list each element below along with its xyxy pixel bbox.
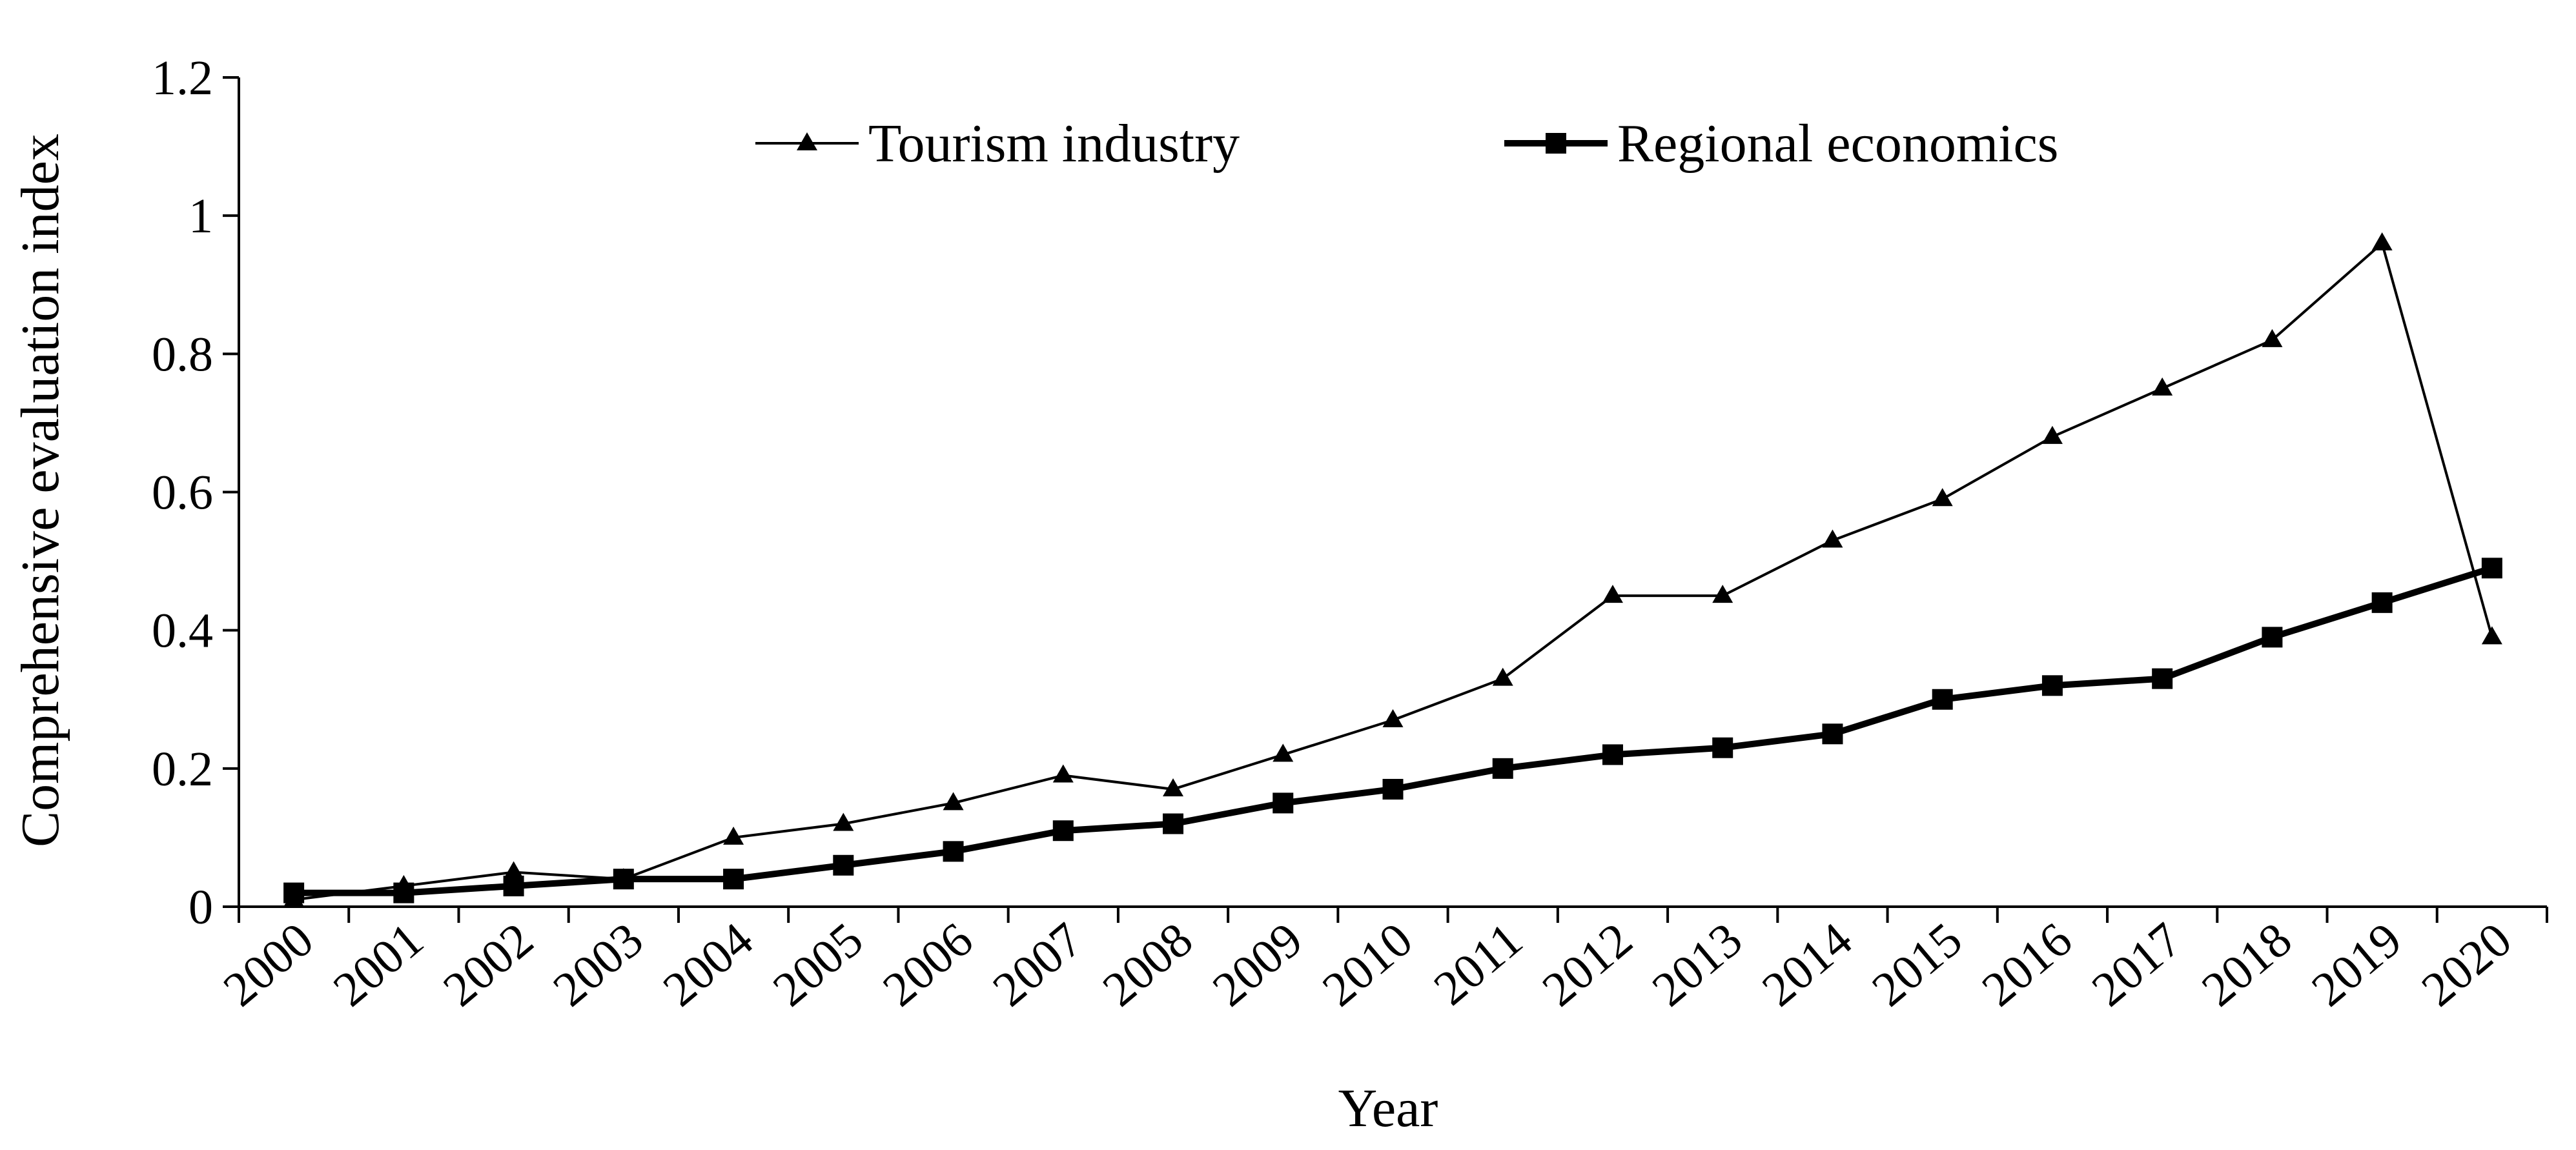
data-point-regional-economics bbox=[1382, 778, 1404, 800]
data-point-tourism-industry bbox=[2041, 425, 2063, 444]
y-tick-label: 0.4 bbox=[152, 604, 213, 658]
x-tick-label: 2004 bbox=[653, 913, 763, 1017]
data-point-tourism-industry bbox=[1163, 778, 1184, 796]
data-point-regional-economics bbox=[2371, 592, 2393, 613]
x-tick-label: 2019 bbox=[2302, 913, 2411, 1017]
data-point-tourism-industry bbox=[1382, 709, 1404, 727]
x-tick-label: 2016 bbox=[1972, 913, 2081, 1017]
series-line-tourism-industry bbox=[293, 242, 2493, 902]
data-point-regional-economics bbox=[283, 882, 305, 903]
data-point-tourism-industry bbox=[2371, 232, 2393, 250]
data-point-tourism-industry bbox=[1602, 585, 1623, 603]
data-point-regional-economics bbox=[1932, 689, 1953, 710]
x-tick-label: 2020 bbox=[2411, 913, 2521, 1017]
legend-label-regional-economics: Regional economics bbox=[1617, 114, 2058, 174]
data-point-tourism-industry bbox=[1492, 667, 1513, 686]
data-point-tourism-industry bbox=[1822, 529, 1843, 548]
x-tick-label: 2006 bbox=[873, 913, 983, 1017]
y-tick-label: 0.2 bbox=[152, 742, 213, 796]
x-tick-label: 2005 bbox=[763, 913, 873, 1017]
data-point-tourism-industry bbox=[2262, 328, 2283, 347]
data-point-regional-economics bbox=[2152, 668, 2173, 689]
data-point-tourism-industry bbox=[1273, 743, 1294, 762]
x-tick-label: 2014 bbox=[1752, 913, 1862, 1017]
data-point-regional-economics bbox=[393, 882, 414, 903]
data-point-regional-economics bbox=[1492, 758, 1513, 779]
y-tick-label: 0.6 bbox=[152, 466, 213, 520]
series-line-regional-economics bbox=[294, 565, 2493, 896]
data-point-regional-economics bbox=[2481, 558, 2502, 579]
data-point-regional-economics bbox=[2262, 627, 2283, 648]
data-point-regional-economics bbox=[943, 841, 964, 862]
x-tick-label: 2000 bbox=[214, 913, 323, 1017]
x-tick-label: 2008 bbox=[1093, 913, 1203, 1017]
data-point-tourism-industry bbox=[1052, 764, 1074, 783]
x-tick-label: 2011 bbox=[1424, 913, 1532, 1016]
legend-label-tourism-industry: Tourism industry bbox=[868, 114, 1240, 174]
x-tick-label: 2007 bbox=[983, 913, 1092, 1017]
data-point-regional-economics bbox=[1602, 744, 1623, 765]
series-layer bbox=[283, 232, 2502, 907]
x-tick-label: 2002 bbox=[433, 913, 543, 1017]
data-point-tourism-industry bbox=[833, 812, 854, 831]
data-point-regional-economics bbox=[1163, 813, 1184, 834]
y-ticks: 0 0.2 0.4 0.6 0.8 1 1.2 bbox=[152, 51, 239, 934]
legend-marker-tourism-industry bbox=[797, 132, 817, 150]
y-tick-label: 1 bbox=[189, 189, 213, 243]
data-point-regional-economics bbox=[2041, 675, 2063, 696]
data-point-tourism-industry bbox=[723, 826, 744, 845]
series-tourism-industry bbox=[283, 232, 2502, 907]
data-point-tourism-industry bbox=[1712, 585, 1733, 603]
x-tick-label: 2013 bbox=[1642, 913, 1752, 1017]
data-point-regional-economics bbox=[503, 875, 524, 896]
x-tick-label: 2003 bbox=[543, 913, 653, 1017]
x-tick-label: 2009 bbox=[1203, 913, 1313, 1017]
data-point-regional-economics bbox=[1273, 792, 1294, 814]
x-tick-label: 2015 bbox=[1862, 913, 1972, 1017]
legend-marker-regional-economics bbox=[1546, 133, 1566, 154]
legend-item-regional-economics: Regional economics bbox=[1504, 114, 2058, 174]
data-point-tourism-industry bbox=[1932, 488, 1953, 507]
x-tick-label: 2010 bbox=[1313, 913, 1422, 1017]
data-point-tourism-industry bbox=[2152, 377, 2173, 396]
legend: Tourism industry Regional economics bbox=[755, 114, 2058, 174]
y-axis-title: Comprehensive evaluation index bbox=[10, 134, 70, 847]
legend-item-tourism-industry: Tourism industry bbox=[755, 114, 1240, 174]
y-tick-label: 0.8 bbox=[152, 327, 213, 381]
y-tick-label: 1.2 bbox=[152, 51, 213, 105]
data-point-regional-economics bbox=[1822, 723, 1843, 745]
data-point-regional-economics bbox=[833, 854, 854, 876]
data-point-regional-economics bbox=[723, 869, 744, 890]
data-point-regional-economics bbox=[1712, 737, 1733, 758]
data-point-tourism-industry bbox=[943, 792, 964, 811]
y-tick-label: 0 bbox=[189, 880, 213, 934]
x-tick-label: 2018 bbox=[2192, 913, 2302, 1017]
x-tick-label: 2001 bbox=[323, 913, 433, 1017]
data-point-regional-economics bbox=[613, 869, 634, 890]
x-tick-label: 2017 bbox=[2082, 913, 2192, 1017]
x-tick-label: 2012 bbox=[1532, 913, 1642, 1017]
data-point-tourism-industry bbox=[2481, 626, 2502, 645]
data-point-regional-economics bbox=[1052, 820, 1074, 842]
data-point-tourism-industry bbox=[503, 861, 524, 880]
x-axis-title: Year bbox=[1338, 1078, 1438, 1138]
series-regional-economics bbox=[283, 558, 2502, 903]
x-ticks: 2000 2001 2002 2003 2004 2005 2006 2007 2008 2009… bbox=[214, 907, 2548, 1017]
